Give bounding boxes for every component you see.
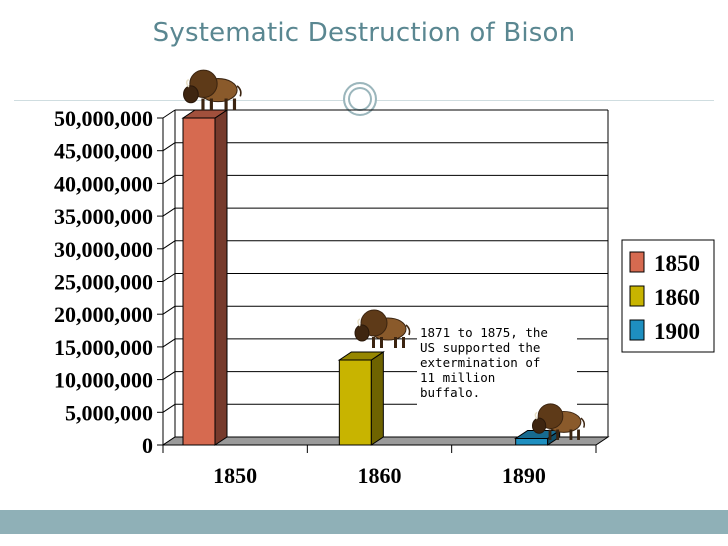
y-tick-label: 5,000,000 bbox=[65, 400, 153, 425]
y-tick-label: 15,000,000 bbox=[54, 335, 153, 360]
bison-horn bbox=[357, 318, 361, 327]
legend-label: 1850 bbox=[654, 251, 700, 276]
bison-leg bbox=[577, 429, 580, 440]
bar-front bbox=[515, 437, 549, 446]
bison-icon bbox=[183, 69, 242, 111]
annotation-bg bbox=[417, 320, 577, 408]
bison-tail bbox=[236, 85, 242, 97]
bison-leg bbox=[402, 337, 405, 348]
legend: 1850 1860 1900 bbox=[621, 239, 715, 353]
legend-label: 1860 bbox=[654, 285, 700, 310]
y-axis-ticks: 0 5,000,000 10,000,000 15,000,000 20,000,000… bbox=[54, 106, 153, 458]
y-tick-label: 25,000,000 bbox=[54, 270, 153, 295]
y-tick-label: 20,000,000 bbox=[54, 302, 153, 327]
annotation-line: extermination of bbox=[420, 355, 540, 370]
annotation-line: buffalo. bbox=[420, 385, 480, 400]
bison-leg bbox=[548, 429, 552, 440]
y-tick-label: 30,000,000 bbox=[54, 237, 153, 262]
slide-title: Systematic Destruction of Bison bbox=[152, 18, 576, 48]
gridline-diagonal bbox=[162, 403, 176, 413]
y-tick-label: 45,000,000 bbox=[54, 139, 153, 164]
bison-leg bbox=[569, 429, 573, 440]
y-tick-label: 10,000,000 bbox=[54, 368, 153, 393]
bison-icons bbox=[183, 69, 585, 440]
bison-leg bbox=[209, 98, 213, 111]
legend-label: 1900 bbox=[654, 319, 700, 344]
bison-horn bbox=[534, 411, 538, 420]
bar-front bbox=[182, 117, 216, 446]
bar-side bbox=[370, 351, 384, 446]
y-tick-label: 0 bbox=[142, 433, 153, 458]
gridline-diagonal bbox=[162, 371, 176, 381]
bar bbox=[337, 351, 385, 446]
bison-leg bbox=[224, 98, 228, 111]
gridline-diagonal bbox=[162, 174, 176, 184]
footer-bar bbox=[0, 510, 728, 534]
bar bbox=[181, 109, 229, 446]
bison-leg bbox=[201, 98, 205, 111]
bar-chart: 0 5,000,000 10,000,000 15,000,000 20,000,000… bbox=[54, 69, 715, 488]
legend-swatch bbox=[629, 251, 645, 273]
gridline-diagonal bbox=[162, 240, 176, 250]
chart-floor bbox=[161, 436, 610, 453]
gridline-diagonal bbox=[162, 109, 176, 119]
y-tick-label: 40,000,000 bbox=[54, 171, 153, 196]
bison-head bbox=[354, 324, 370, 342]
annotation-line: 11 million bbox=[420, 370, 495, 385]
annotation-line: US supported the bbox=[420, 340, 540, 355]
gridline-diagonal bbox=[162, 142, 176, 152]
annotation-line: 1871 to 1875, the bbox=[420, 325, 548, 340]
gridline-diagonal bbox=[162, 338, 176, 348]
x-axis-ticks: 1850 1860 1890 bbox=[213, 463, 546, 488]
bar-front bbox=[338, 359, 372, 446]
bars bbox=[181, 109, 562, 446]
legend-swatch bbox=[629, 285, 645, 307]
bison-leg bbox=[380, 337, 383, 348]
x-tick-label: 1860 bbox=[358, 463, 402, 488]
gridline-diagonal bbox=[162, 273, 176, 282]
x-tick-label: 1890 bbox=[502, 463, 546, 488]
legend-swatch bbox=[629, 319, 645, 341]
bison-tail bbox=[405, 324, 411, 336]
bison-leg bbox=[372, 337, 375, 348]
bison-icon bbox=[354, 309, 411, 348]
gridline-diagonal bbox=[162, 207, 176, 217]
y-tick-label: 35,000,000 bbox=[54, 204, 153, 229]
y-tick-label: 50,000,000 bbox=[54, 106, 153, 131]
bison-horn bbox=[185, 78, 190, 88]
bar-top bbox=[337, 351, 385, 361]
bison-leg bbox=[232, 98, 237, 111]
x-tick-label: 1850 bbox=[213, 463, 257, 488]
bison-head bbox=[531, 417, 547, 434]
gridline-diagonal bbox=[162, 305, 176, 315]
bison-leg bbox=[394, 337, 397, 348]
bison-head bbox=[183, 85, 199, 104]
bison-tail bbox=[580, 417, 585, 428]
bison-leg bbox=[556, 429, 560, 440]
bar-side bbox=[214, 109, 228, 446]
bison-icon bbox=[531, 403, 585, 440]
